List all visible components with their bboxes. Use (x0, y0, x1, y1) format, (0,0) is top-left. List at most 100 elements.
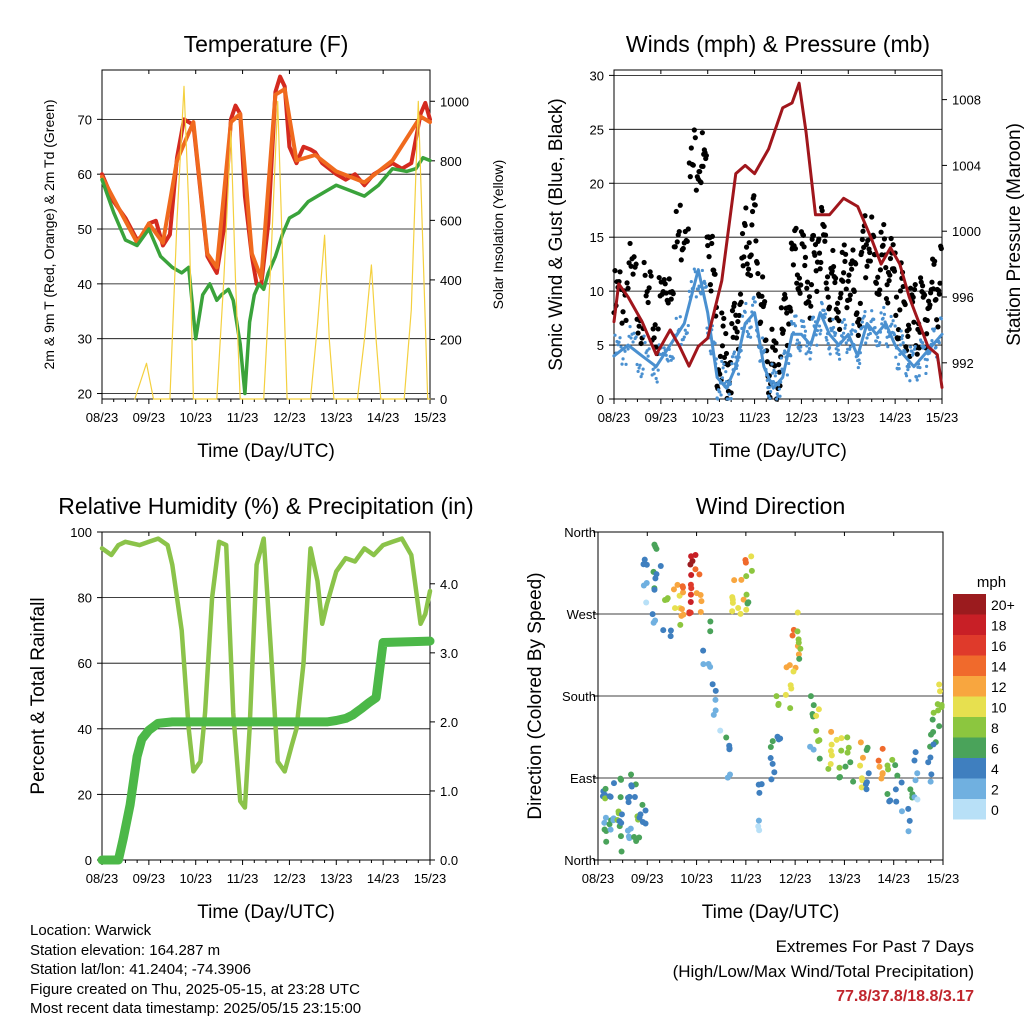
wind-point (872, 317, 876, 321)
wind-point (761, 336, 765, 340)
wind-point (837, 352, 841, 357)
wind-point (720, 376, 725, 380)
wind-point (878, 330, 883, 334)
wind-point (855, 354, 859, 358)
wind-point (640, 372, 644, 376)
direction-point (687, 609, 694, 616)
gust-point (709, 240, 715, 247)
direction-point (796, 655, 803, 662)
x-tick-label-1: 12/23 (273, 410, 306, 425)
wind-point (635, 362, 639, 367)
gust-point (854, 310, 860, 316)
direction-point (893, 798, 900, 805)
gust-point (847, 292, 853, 298)
direction-point (912, 749, 919, 756)
gust-point (902, 301, 908, 308)
gust-point (819, 208, 825, 214)
wind-point (770, 362, 774, 366)
direction-point (707, 663, 714, 670)
wind-point (847, 335, 851, 339)
gust-point (723, 350, 730, 357)
wind-point (699, 292, 703, 296)
wind-point (894, 355, 898, 359)
y-tick-label-4: South (562, 689, 596, 704)
direction-point (607, 826, 614, 833)
gust-point (845, 278, 851, 284)
direction-point (726, 746, 733, 753)
wind-point (793, 324, 798, 328)
x-tick-label-1: 15/23 (414, 410, 447, 425)
direction-point (709, 681, 716, 688)
wind-point (823, 315, 827, 320)
direction-point (618, 811, 625, 818)
wind-point (764, 367, 768, 372)
wind-point (639, 375, 643, 379)
wind-point (677, 327, 681, 332)
direction-point (729, 599, 736, 606)
direction-point (636, 834, 643, 841)
wind-point (683, 328, 687, 332)
gust-point (759, 293, 765, 299)
gust-point (881, 236, 888, 242)
y-tick-label-1: 60 (78, 167, 92, 182)
gust-point (896, 335, 902, 341)
direction-point (906, 817, 913, 824)
direction-point (738, 576, 745, 583)
legend-label: 10 (991, 700, 1007, 716)
direction-point (813, 712, 820, 719)
y-tick-label-3: 60 (78, 656, 92, 671)
gust-point (753, 238, 759, 244)
wind-point (785, 373, 789, 377)
gust-point (843, 286, 849, 292)
gust-point (662, 281, 668, 287)
direction-point (827, 761, 834, 768)
wind-point (890, 322, 894, 326)
y2-axis-label-1: Solar Insolation (Yellow) (490, 160, 506, 310)
x-tick-label-1: 13/23 (320, 410, 353, 425)
wind-point (653, 365, 657, 369)
direction-point (692, 566, 699, 573)
gust-point (784, 310, 790, 316)
gust-point (762, 299, 768, 305)
elevation-text: Station elevation: 164.287 m (30, 941, 221, 959)
y-tick-label-1: 40 (78, 277, 92, 292)
wind-point (704, 284, 708, 289)
wind-point (693, 270, 697, 274)
wind-point (892, 333, 897, 337)
wind-point (750, 303, 755, 307)
direction-point (850, 778, 857, 785)
wind-point (723, 385, 727, 389)
wind-point (622, 347, 626, 351)
wind-point (736, 358, 740, 362)
wind-point (870, 309, 874, 313)
direction-point (929, 716, 936, 723)
x-tick-label-3: 13/23 (320, 871, 353, 886)
direction-point (688, 572, 695, 579)
gust-point (739, 230, 746, 237)
y2-tick-label-1: 600 (440, 213, 462, 228)
wind-point (846, 338, 850, 342)
direction-point (707, 618, 714, 625)
gust-point (841, 270, 847, 276)
gust-point (846, 272, 852, 278)
gust-point (812, 252, 818, 258)
legend-swatch (953, 758, 986, 779)
wind-point (896, 362, 901, 366)
y2-tick-label-2: 1000 (952, 224, 981, 239)
gust-point (935, 324, 941, 330)
direction-point (898, 779, 905, 786)
wind-point (624, 362, 628, 366)
direction-point (845, 744, 852, 751)
direction-point (700, 647, 707, 654)
wind-point (625, 344, 629, 348)
wind-point (841, 335, 845, 339)
series-line-total-rainfall (97, 636, 435, 865)
legend-swatch (953, 696, 986, 717)
wind-point (678, 315, 682, 319)
direction-point (905, 805, 912, 812)
direction-point (618, 819, 625, 826)
x-tick-label-4: 10/23 (680, 871, 713, 886)
direction-point (858, 784, 865, 791)
direction-point (680, 611, 687, 618)
gust-point (721, 354, 728, 361)
